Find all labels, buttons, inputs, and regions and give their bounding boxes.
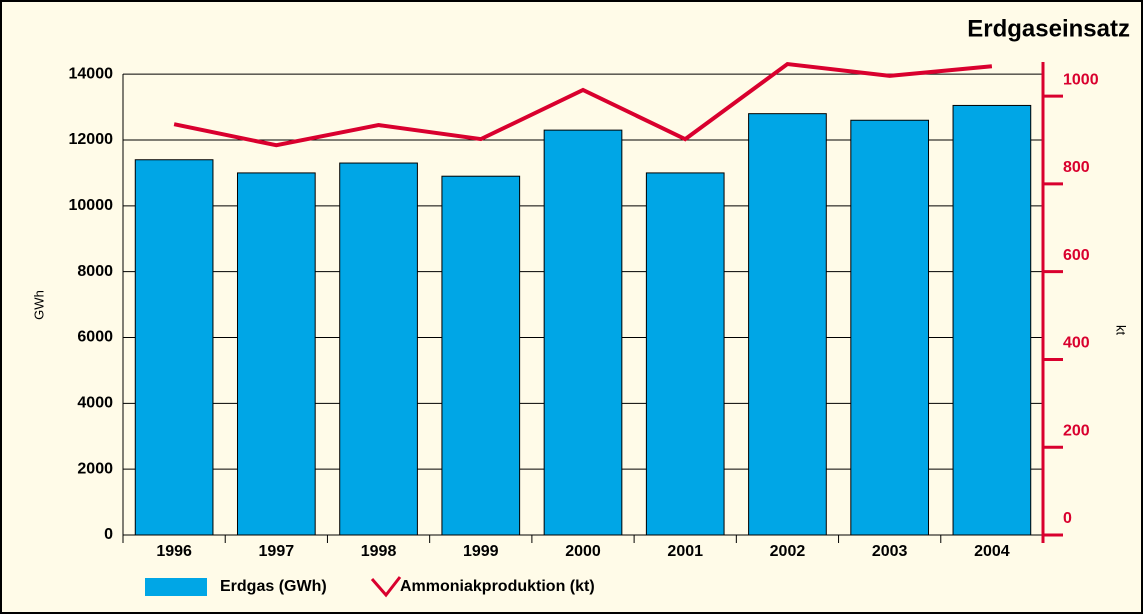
y2-tick-label: 0: [1063, 510, 1072, 527]
y-tick-label: 12000: [69, 131, 114, 148]
bar: [543, 129, 623, 536]
y2-axis-label: kt: [1114, 325, 1129, 336]
y-axis-label: GWh: [31, 290, 46, 320]
x-tick-label: 1997: [259, 543, 295, 560]
x-tick-label: 2004: [974, 543, 1010, 560]
legend-swatch: [145, 578, 207, 596]
legend-swatch: [370, 576, 402, 598]
bar: [339, 162, 418, 536]
bar: [645, 172, 725, 536]
y-tick-label: 4000: [77, 395, 113, 412]
y2-tick-label: 400: [1063, 335, 1090, 352]
y-tick-label: 14000: [69, 65, 114, 82]
y2-tick-label: 1000: [1063, 71, 1099, 88]
bar: [748, 113, 827, 536]
x-tick-label: 1996: [156, 543, 192, 560]
x-tick-label: 2001: [667, 543, 703, 560]
bar: [134, 159, 214, 536]
y-tick-label: 6000: [77, 329, 113, 346]
y-tick-label: 0: [104, 526, 113, 543]
bar: [236, 172, 316, 536]
y2-tick-label: 800: [1063, 159, 1090, 176]
chart-title: Erdgaseinsatz: [967, 15, 1130, 42]
x-tick-label: 2000: [565, 543, 601, 560]
x-tick-label: 2002: [770, 543, 806, 560]
bar: [952, 104, 1032, 536]
x-tick-label: 2003: [872, 543, 908, 560]
line: [173, 61, 993, 148]
legend-label: Erdgas (GWh): [220, 578, 327, 595]
bar: [441, 175, 521, 536]
y-tick-label: 2000: [77, 460, 113, 477]
y-tick-label: 8000: [77, 263, 113, 280]
legend-label: Ammoniakproduktion (kt): [400, 578, 595, 595]
bar: [850, 119, 930, 536]
x-tick-label: 1998: [361, 543, 397, 560]
y2-tick-label: 600: [1063, 247, 1090, 264]
y-tick-label: 10000: [69, 197, 114, 214]
x-tick-label: 1999: [463, 543, 499, 560]
y2-tick-label: 200: [1063, 422, 1090, 439]
